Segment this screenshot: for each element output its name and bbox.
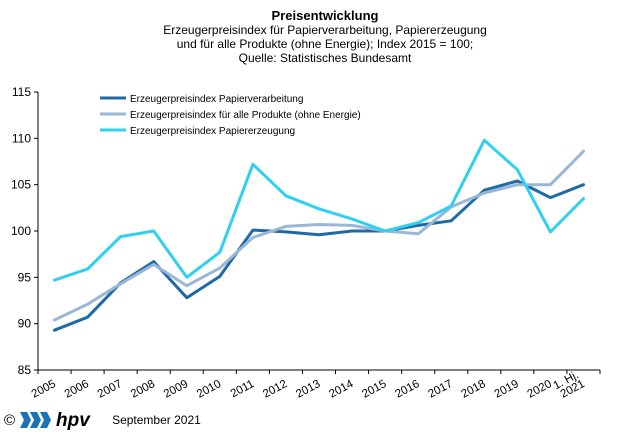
y-tick-label: 100: [11, 224, 31, 238]
x-tick-label: 2013: [294, 378, 322, 401]
chart-subtitle-line-2: und für alle Produkte (ohne Energie); In…: [176, 37, 474, 51]
hpv-logo-text: hpv: [56, 410, 91, 431]
y-tick-label: 110: [12, 131, 31, 145]
x-tick-label: 2009: [162, 378, 190, 401]
x-tick-label: 2007: [96, 378, 124, 401]
x-tick-label: 2012: [261, 378, 289, 401]
legend-label-3: Erzeugerpreisindex Papiererzeugung: [130, 126, 295, 137]
x-tick-label: 2019: [493, 378, 521, 401]
series-line-2: [53, 149, 585, 322]
x-tick-label: 2006: [63, 378, 91, 401]
copyright-symbol: ©: [4, 411, 16, 429]
x-tick-label: 2011: [229, 378, 256, 400]
x-tick-label: 2015: [360, 378, 388, 401]
footer: © hpv September 2021: [4, 408, 201, 432]
x-tick-label: 2010: [195, 378, 223, 401]
x-tick-label: 2014: [327, 378, 356, 401]
chart-subtitle-line-1: Erzeugerpreisindex für Papierverarbeitun…: [163, 23, 487, 37]
y-tick-label: 85: [18, 363, 32, 377]
y-tick-label: 95: [18, 270, 32, 284]
y-tick-label: 90: [18, 317, 32, 331]
y-tick-label: 115: [12, 85, 31, 99]
x-tick-label: 2008: [129, 378, 157, 401]
hpv-logo: hpv: [20, 410, 91, 431]
y-tick-label: 105: [11, 178, 31, 192]
x-tick-label: 2018: [459, 378, 487, 401]
footer-date: September 2021: [112, 413, 201, 427]
legend-label-2: Erzeugerpreisindex für alle Produkte (oh…: [130, 110, 361, 121]
x-tick-label: 2005: [30, 378, 58, 401]
chart-title: Preisentwicklung: [271, 8, 379, 23]
chart-source-line: Quelle: Statistisches Bundesamt: [238, 51, 412, 65]
x-tick-label: 2016: [393, 378, 421, 401]
series-line-3: [53, 138, 585, 282]
chart-header: Preisentwicklung Erzeugerpreisindex für …: [0, 8, 622, 65]
x-tick-label: 2020: [526, 378, 554, 401]
x-tick-label: 2017: [426, 378, 454, 401]
legend-label-1: Erzeugerpreisindex Papierverarbeitung: [130, 94, 303, 105]
hpv-logo-mark: [20, 412, 52, 428]
series-line-1: [53, 179, 585, 332]
